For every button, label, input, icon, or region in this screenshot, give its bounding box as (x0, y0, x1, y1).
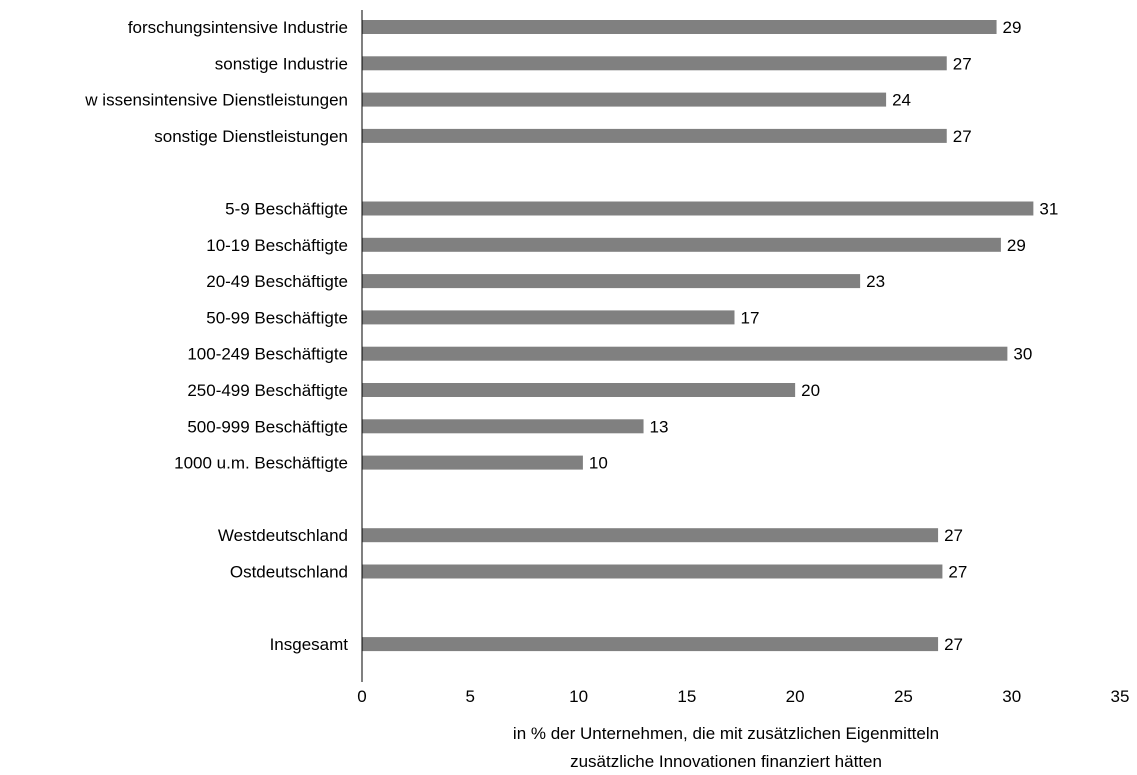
value-label-5-9-beschäftigte: 31 (1039, 200, 1058, 219)
bar-250-499-beschäftigte (362, 383, 796, 397)
value-label-insgesamt: 27 (944, 635, 963, 654)
x-tick-label-30: 30 (1002, 687, 1021, 706)
value-label-sonstige-dienstleistungen: 27 (953, 127, 972, 146)
bar-1000-u-m-beschäftigte (362, 455, 583, 470)
x-axis-title-line-1: in % der Unternehmen, die mit zusätzlich… (513, 724, 939, 743)
bar-500-999-beschäftigte (362, 419, 644, 434)
value-label-10-19-beschäftigte: 29 (1007, 236, 1026, 255)
category-labels-group: forschungsintensive Industrie sonstige In… (84, 18, 348, 654)
category-label-500-999-beschäftigte: 500-999 Beschäftigte (187, 417, 348, 436)
category-label-forschungsintensive-industrie: forschungsintensive Industrie (128, 18, 348, 37)
category-label-insgesamt: Insgesamt (270, 635, 349, 654)
category-label-w-issensintensive-dienstleistungen: w issensintensive Dienstleistungen (84, 91, 348, 110)
value-label-500-999-beschäftigte: 13 (650, 417, 669, 436)
category-label-5-9-beschäftigte: 5-9 Beschäftigte (225, 200, 348, 219)
value-label-ostdeutschland: 27 (948, 563, 967, 582)
value-label-100-249-beschäftigte: 30 (1013, 345, 1032, 364)
x-ticks-group: 0 5 10 15 20 25 30 35 (357, 687, 1129, 706)
bar-w-issensintensive-dienstleistungen (362, 92, 887, 107)
category-label-250-499-beschäftigte: 250-499 Beschäftigte (187, 381, 348, 400)
x-tick-label-35: 35 (1111, 687, 1130, 706)
category-label-westdeutschland: Westdeutschland (218, 526, 348, 545)
value-label-20-49-beschäftigte: 23 (866, 272, 885, 291)
bar-10-19-beschäftigte (362, 237, 1001, 252)
x-axis-title-line-2: zusätzliche Innovationen finanziert hätt… (570, 752, 882, 771)
value-label-westdeutschland: 27 (944, 526, 963, 545)
category-label-100-249-beschäftigte: 100-249 Beschäftigte (187, 345, 348, 364)
bar-sonstige-industrie (362, 56, 947, 71)
bar-5-9-beschäftigte (362, 201, 1034, 216)
x-tick-label-15: 15 (677, 687, 696, 706)
x-tick-label-5: 5 (466, 687, 475, 706)
value-label-forschungsintensive-industrie: 29 (1003, 18, 1022, 37)
value-label-50-99-beschäftigte: 17 (741, 308, 760, 327)
category-label-50-99-beschäftigte: 50-99 Beschäftigte (206, 308, 348, 327)
bar-ostdeutschland (362, 564, 943, 579)
bar-insgesamt (362, 637, 939, 652)
bar-sonstige-dienstleistungen (362, 128, 947, 143)
category-label-sonstige-dienstleistungen: sonstige Dienstleistungen (154, 127, 348, 146)
bar-forschungsintensive-industrie (362, 20, 997, 34)
bar-westdeutschland (362, 528, 939, 543)
value-label-w-issensintensive-dienstleistungen: 24 (892, 91, 911, 110)
x-tick-label-10: 10 (569, 687, 588, 706)
value-labels-group: 29 27 24 27 31 29 23 17 30 20 13 10 27 27 27 (589, 18, 1058, 654)
x-tick-label-20: 20 (786, 687, 805, 706)
category-label-1000-u-m-beschäftigte: 1000 u.m. Beschäftigte (174, 454, 348, 473)
bar-50-99-beschäftigte (362, 310, 735, 325)
bar-20-49-beschäftigte (362, 274, 861, 289)
value-label-250-499-beschäftigte: 20 (801, 381, 820, 400)
value-label-1000-u-m-beschäftigte: 10 (589, 454, 608, 473)
bar-100-249-beschäftigte (362, 346, 1008, 361)
bars-group (362, 20, 1034, 652)
category-label-10-19-beschäftigte: 10-19 Beschäftigte (206, 236, 348, 255)
category-label-ostdeutschland: Ostdeutschland (230, 563, 348, 582)
category-label-sonstige-industrie: sonstige Industrie (215, 54, 348, 73)
x-tick-label-0: 0 (357, 687, 366, 706)
category-label-20-49-beschäftigte: 20-49 Beschäftigte (206, 272, 348, 291)
x-tick-label-25: 25 (894, 687, 913, 706)
value-label-sonstige-industrie: 27 (953, 54, 972, 73)
